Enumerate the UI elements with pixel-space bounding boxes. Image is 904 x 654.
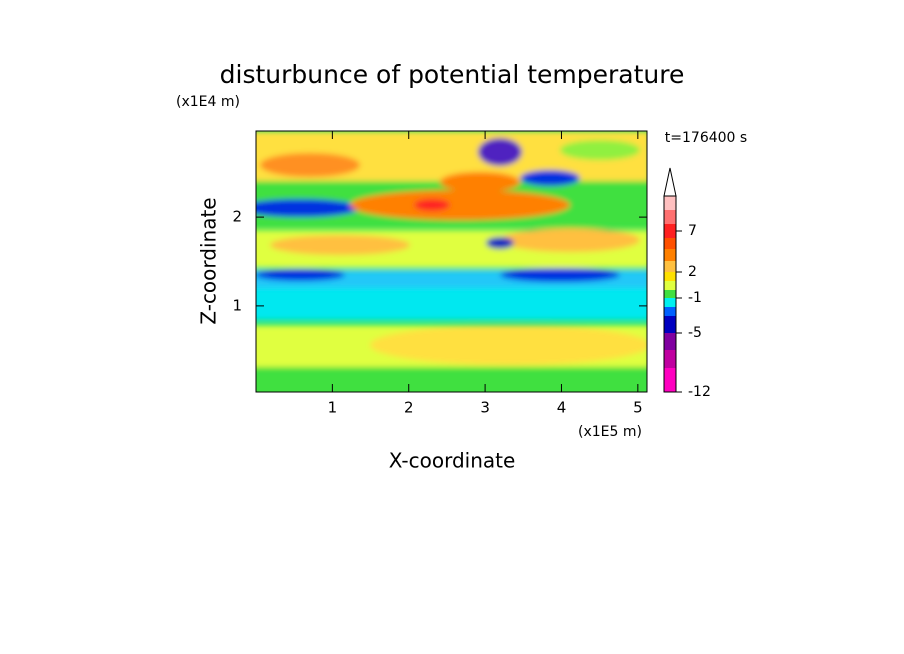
colorbar [663,167,677,393]
y-axis-label: Z-coordinate [197,197,221,324]
x-tick-label: 2 [404,399,414,417]
x-unit: (x1E5 m) [578,424,642,440]
colorbar-label: -1 [688,290,702,306]
y-tick-label: 1 [232,296,242,314]
x-tick-label: 5 [633,399,643,417]
y-tick-label: 2 [232,208,242,226]
y-unit: (x1E4 m) [176,94,240,110]
x-tick-label: 3 [480,399,490,417]
colorbar-label: 2 [688,264,697,280]
x-axis-label: X-coordinate [389,449,516,473]
colorbar-label: 7 [688,223,697,239]
x-tick-label: 1 [328,399,338,417]
contour-field [256,131,647,392]
colorbar-label: -12 [688,384,711,400]
annotation: t=176400 s [665,130,747,146]
x-tick-label: 4 [557,399,567,417]
colorbar-label: -5 [688,325,702,341]
chart-title: disturbunce of potential temperature [220,60,685,89]
plot-frame [255,130,648,393]
